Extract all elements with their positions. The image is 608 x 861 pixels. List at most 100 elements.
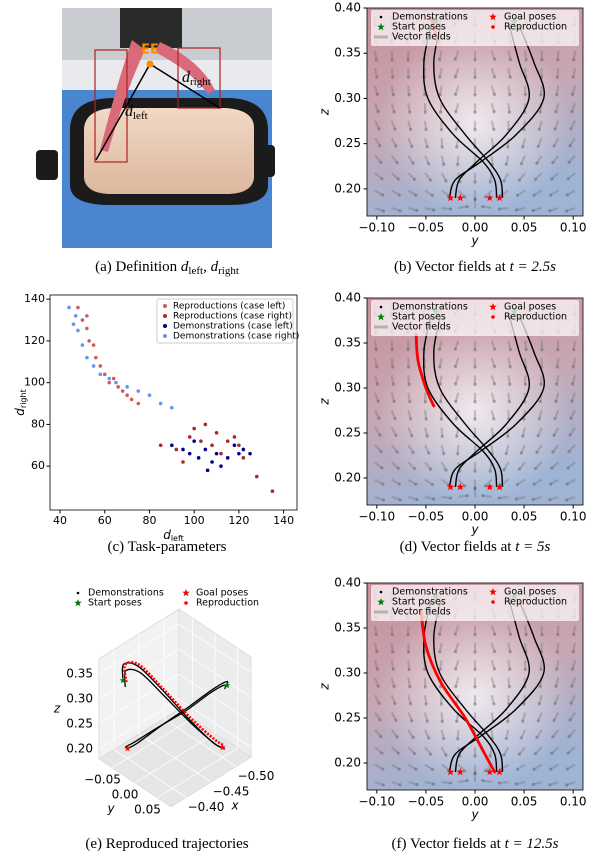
streamline-head xyxy=(532,194,535,197)
streamline-head xyxy=(442,452,445,455)
streamline-head xyxy=(473,197,476,200)
scatter-point xyxy=(215,431,219,435)
streamline-head xyxy=(393,128,396,131)
streamline-head xyxy=(566,466,569,469)
streamline-head xyxy=(380,177,383,180)
streamline-head xyxy=(410,434,413,437)
streamline-head xyxy=(454,110,457,113)
x-tick-label: 60 xyxy=(98,514,112,527)
y-tick-label: 0.25 xyxy=(334,136,361,150)
legend-label: Reproduction xyxy=(504,312,567,323)
streamline-head xyxy=(399,209,402,212)
streamline-head xyxy=(455,128,458,131)
scatter-point xyxy=(148,393,152,397)
streamline-head xyxy=(407,383,410,386)
caption: (e) Reproduced trajectories xyxy=(85,836,248,852)
streamline-head xyxy=(407,668,410,671)
scatter-point xyxy=(192,439,196,443)
scatter-point xyxy=(204,448,208,452)
streamline-head xyxy=(377,417,380,420)
label-subscript: right xyxy=(19,389,28,408)
caption: (c) Task-parameters xyxy=(107,539,226,555)
streamline-head xyxy=(493,685,496,688)
streamline-head xyxy=(454,650,457,653)
scatter-point xyxy=(204,423,208,427)
streamline-head xyxy=(380,751,383,754)
streamline-head xyxy=(567,735,570,738)
streamline-head xyxy=(398,193,401,196)
streamline-head xyxy=(556,76,559,79)
caption-text: t = 5s xyxy=(515,539,550,555)
scatter-point xyxy=(125,385,129,389)
streamline-head xyxy=(414,194,417,197)
streamline-head xyxy=(413,467,416,470)
streamline-head xyxy=(539,383,542,386)
legend-marker xyxy=(163,304,167,308)
streamline-head xyxy=(539,93,542,96)
streamline-head xyxy=(492,702,495,705)
scatter-point xyxy=(188,452,192,456)
y-tick-label: 0.25 xyxy=(334,426,361,440)
streamline-head xyxy=(493,58,496,61)
caption-text: t = 2.5s xyxy=(510,259,557,275)
streamline-head xyxy=(556,365,559,368)
legend-marker xyxy=(380,591,383,594)
streamline-head xyxy=(538,128,541,131)
streamline-head xyxy=(444,754,447,757)
streamline-head xyxy=(508,93,511,96)
scatter-point xyxy=(181,460,185,464)
scatter-point xyxy=(159,443,163,447)
streamline-head xyxy=(509,365,512,368)
scatter-point xyxy=(85,314,89,318)
x-tick-label: −0.05 xyxy=(408,510,445,524)
streamline-head xyxy=(509,58,512,61)
y-axis-label: dright xyxy=(13,389,28,415)
scatter-point xyxy=(192,427,196,431)
streamline-head xyxy=(454,400,457,403)
streamline-head xyxy=(455,417,458,420)
scatter-point xyxy=(114,381,118,385)
streamline-head xyxy=(454,348,457,351)
streamline-head xyxy=(555,668,558,671)
streamline-head xyxy=(442,163,445,166)
scatter-point xyxy=(197,456,201,460)
x-tick-label: 100 xyxy=(184,514,205,527)
streamline-head xyxy=(505,452,508,455)
streamline-head xyxy=(506,720,509,723)
streamline-head xyxy=(525,633,528,636)
streamline-head xyxy=(473,348,476,351)
streamline-head xyxy=(571,668,574,671)
scatter-point xyxy=(76,329,80,333)
streamline-head xyxy=(493,667,496,670)
streamline-head xyxy=(407,650,410,653)
streamline-head xyxy=(550,467,553,470)
streamline-head xyxy=(493,93,496,96)
scatter-point xyxy=(92,364,96,368)
streamline-head xyxy=(377,127,380,130)
streamline-head xyxy=(538,702,541,705)
streamline-head xyxy=(426,435,429,438)
y-tick-label: 0.05 xyxy=(134,802,161,816)
streamline-head xyxy=(454,93,457,96)
streamline-head xyxy=(565,498,568,501)
streamline-head xyxy=(375,348,378,351)
streamline-head xyxy=(408,400,411,403)
streamline-head xyxy=(568,144,571,147)
streamline-head xyxy=(429,179,432,182)
streamline-head xyxy=(508,383,511,386)
streamline-head xyxy=(524,668,527,671)
streamline-head xyxy=(396,161,399,164)
x-tick-label: 40 xyxy=(53,514,67,527)
streamline-head xyxy=(509,633,512,636)
streamline-head xyxy=(473,668,476,671)
streamline-head xyxy=(525,348,528,351)
z-tick-label: 0.35 xyxy=(66,666,93,680)
streamline-head xyxy=(392,400,395,403)
scatter-point xyxy=(92,343,96,347)
legend-label: Reproductions (case left) xyxy=(173,302,285,312)
streamline-head xyxy=(408,685,411,688)
streamline-head xyxy=(509,650,512,653)
scatter-point xyxy=(74,314,78,318)
legend-marker xyxy=(491,600,495,604)
d-subscript: left xyxy=(133,110,148,122)
